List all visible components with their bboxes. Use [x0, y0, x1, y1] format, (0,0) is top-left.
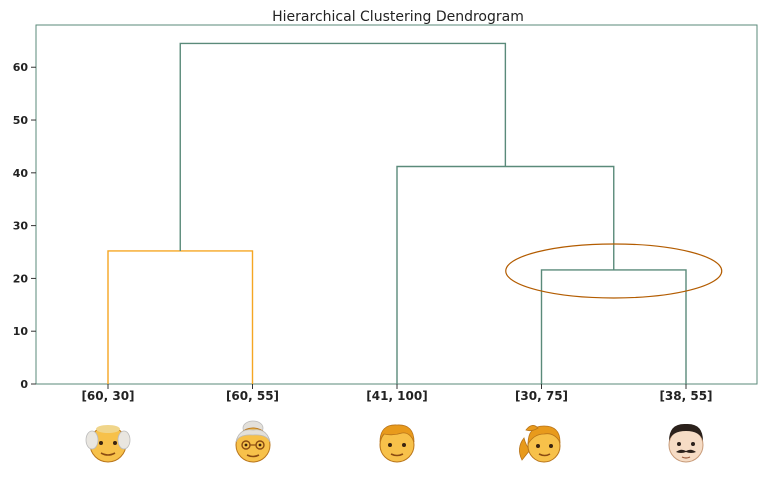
chart-title: Hierarchical Clustering Dendrogram	[272, 9, 524, 25]
dendrogram-link-0	[107, 250, 254, 384]
highlight-ellipse	[505, 243, 723, 299]
y-tick-label: 0	[20, 378, 28, 391]
leaf-label: [41, 100]	[366, 389, 427, 403]
leaf-label: [60, 30]	[81, 389, 134, 403]
y-tick-label: 60	[13, 61, 29, 74]
man-mustache-face-icon	[658, 414, 714, 470]
dendrogram-link-1	[540, 269, 687, 384]
leaf-label: [60, 55]	[226, 389, 279, 403]
dendrogram-links	[107, 42, 687, 384]
elderly-woman-face-icon	[225, 414, 281, 470]
woman-ponytail-face-icon	[514, 414, 570, 470]
y-tick-label: 30	[13, 220, 29, 233]
y-axis: 0 10 20 30 40 50 60	[13, 61, 36, 391]
y-tick-label: 20	[13, 272, 29, 285]
leaf-label: [38, 55]	[659, 389, 712, 403]
y-tick-label: 50	[13, 114, 29, 127]
dendrogram-link-3	[179, 42, 507, 251]
y-tick-label: 10	[13, 325, 29, 338]
elderly-man-face-icon	[80, 414, 136, 470]
highlight-layer	[505, 243, 723, 299]
leaf-label: [30, 75]	[515, 389, 568, 403]
leaf-labels: [60, 30] [60, 55] [41, 100] [30, 75] [38, 55…	[81, 384, 713, 403]
man-face-icon	[369, 414, 425, 470]
dendrogram-link-2	[396, 165, 615, 384]
y-tick-label: 40	[13, 167, 29, 180]
